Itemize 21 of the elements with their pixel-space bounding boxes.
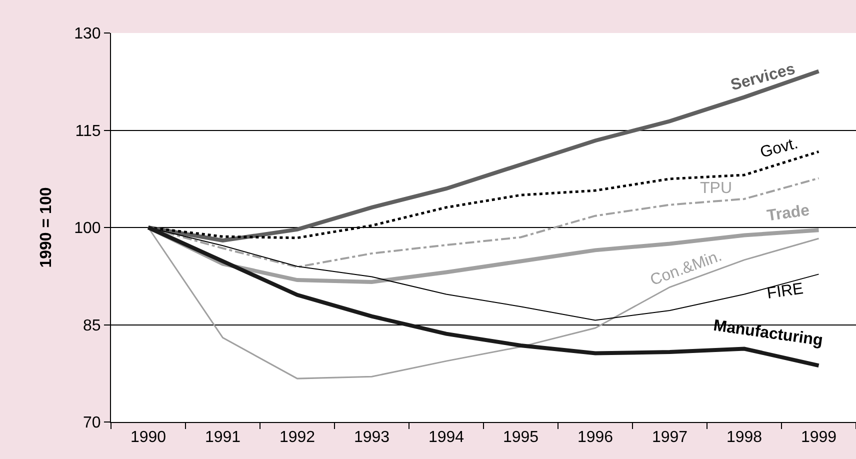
y-tick-label: 85	[83, 317, 101, 334]
y-axis-title: 1990 = 100	[38, 187, 55, 268]
x-tick-label: 1992	[279, 429, 316, 446]
text: Services	[729, 60, 798, 94]
y-tick-label: 70	[83, 414, 101, 432]
y-tick-label: 100	[74, 220, 101, 238]
x-tick-label: 1994	[428, 429, 464, 446]
series-label: TPU	[700, 180, 732, 197]
y-tick-label: 130	[74, 26, 101, 43]
y-tick-label: 115	[75, 122, 101, 140]
x-tick-label: 1995	[502, 429, 539, 446]
text: Trade	[766, 202, 811, 225]
x-tick-label: 1997	[652, 429, 688, 446]
x-tick-label: 1998	[726, 429, 762, 446]
text: FIRE	[766, 280, 804, 302]
x-tick-label: 1991	[204, 429, 241, 446]
x-tick-label: 1990	[130, 429, 166, 446]
x-tick-label: 1996	[577, 429, 614, 446]
x-tick-label: 1999	[800, 429, 837, 446]
text: Govt.	[758, 135, 800, 162]
x-tick-label: 1993	[354, 429, 390, 446]
